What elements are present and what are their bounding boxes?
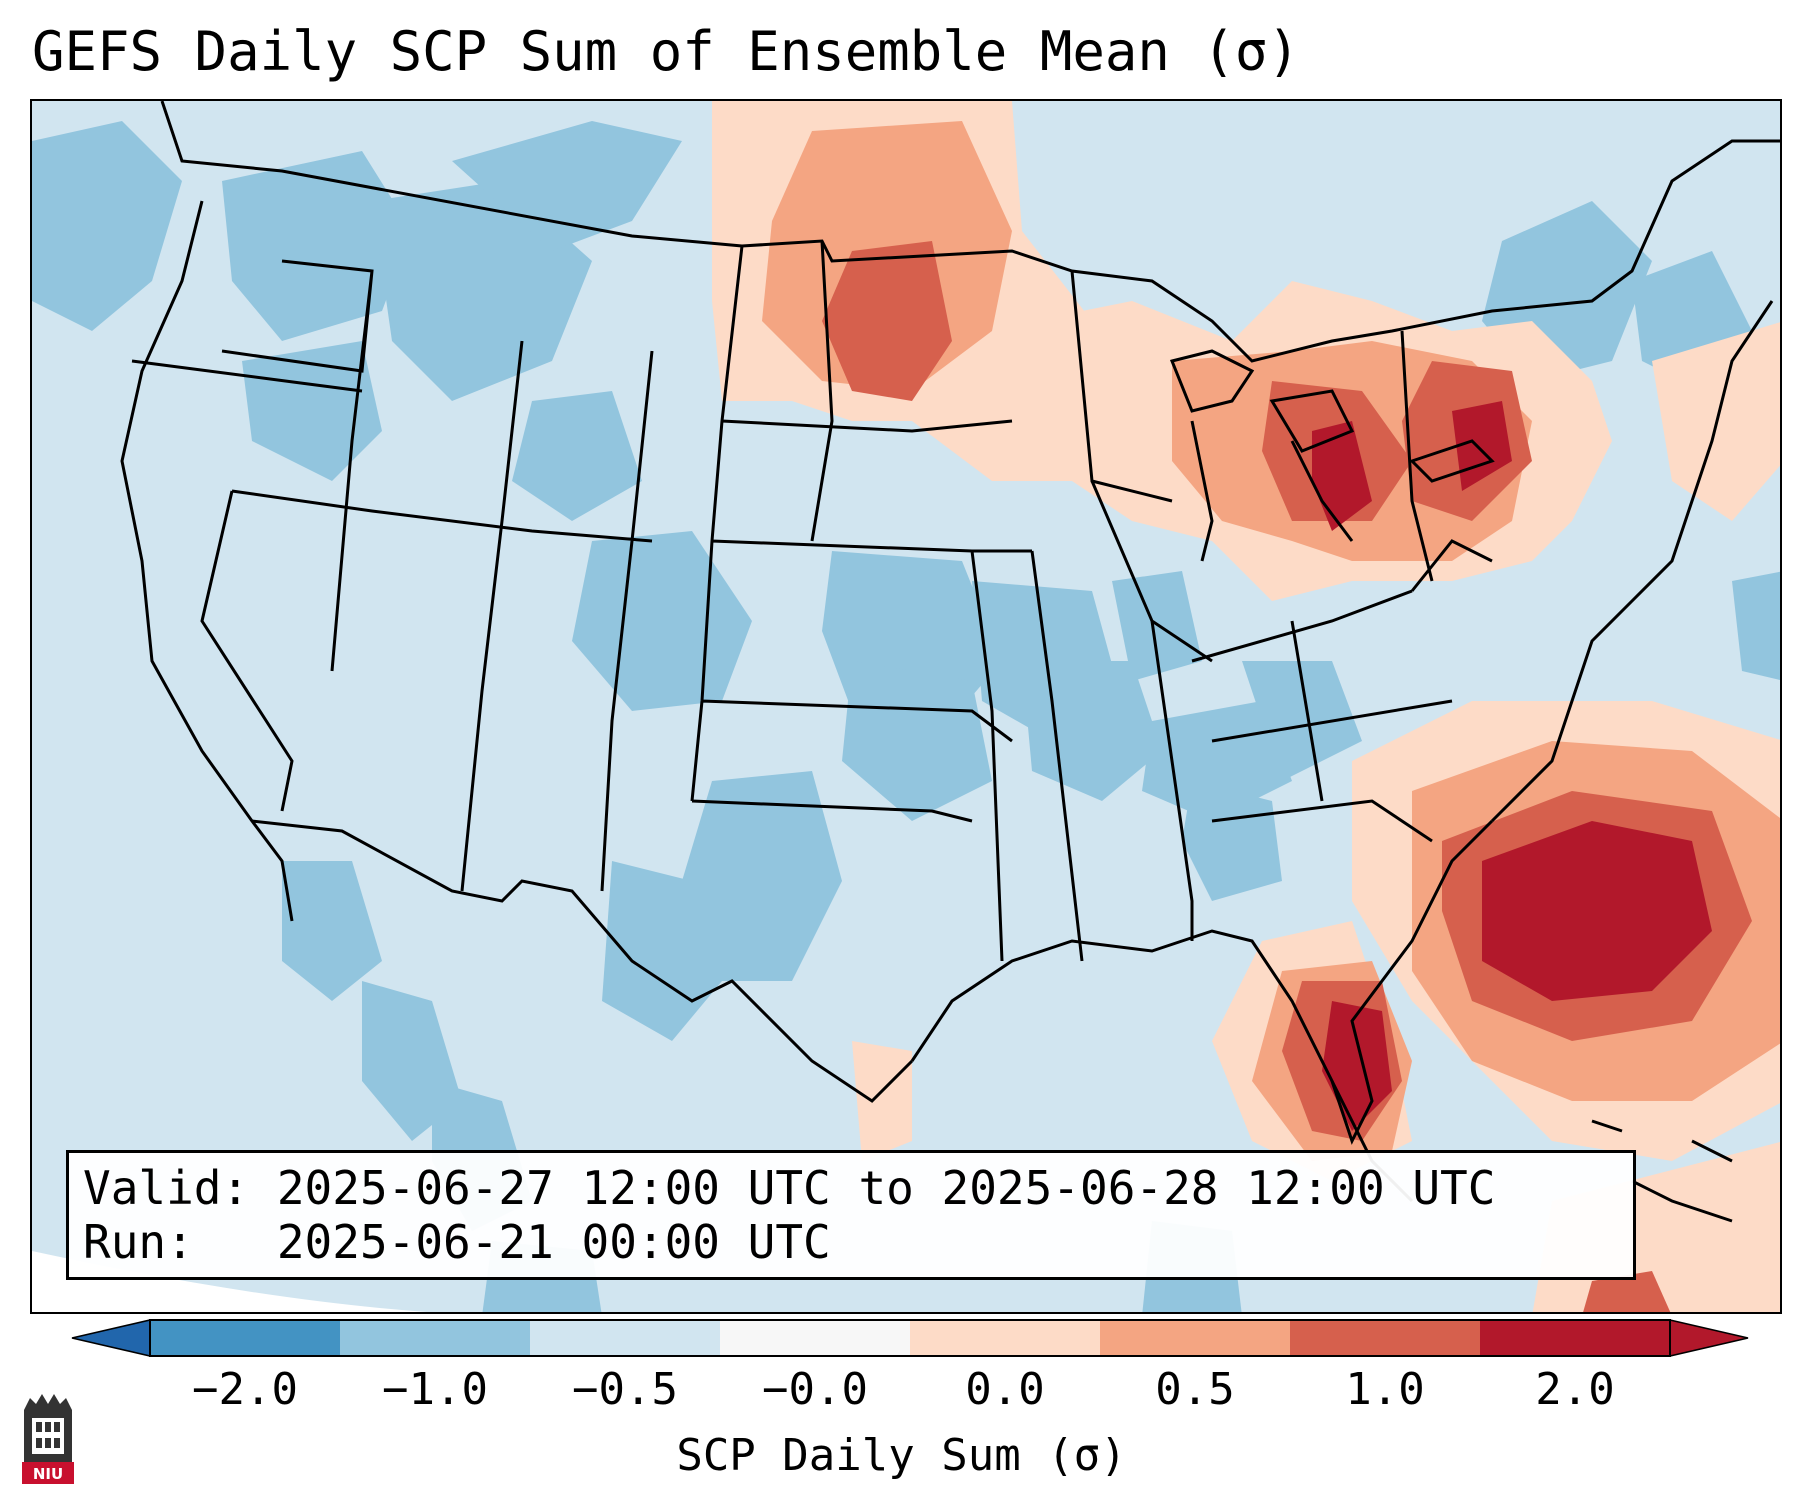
run-time-text: Run: 2025-06-21 00:00 UTC (83, 1215, 831, 1269)
map-title: GEFS Daily SCP Sum of Ensemble Mean (σ) (32, 20, 1300, 83)
colorbar-tick-label: 2.0 (1535, 1364, 1615, 1415)
colorbar-segment (910, 1320, 1100, 1356)
great-lakes (1169, 349, 1495, 562)
west-coast (120, 200, 294, 922)
map-panel (30, 99, 1782, 1314)
niu-logo-icon: NIU (22, 1394, 74, 1484)
colorbar-segment (1480, 1320, 1670, 1356)
colorbar-tick-label: −0.5 (572, 1364, 678, 1415)
colorbar (71, 1319, 1749, 1357)
colorbar-tick-label: 1.0 (1345, 1364, 1425, 1415)
colorbar-segment (150, 1320, 340, 1356)
colorbar-tick-label: −1.0 (382, 1364, 488, 1415)
colorbar-segment (530, 1320, 720, 1356)
gulf-coast (910, 819, 1494, 1145)
colorbar-extend-high (1669, 1319, 1749, 1357)
colorbar-segment (720, 1320, 910, 1356)
colorbar-extend-low (71, 1319, 151, 1357)
colorbar-tick-label: 0.0 (965, 1364, 1045, 1415)
colorbar-label: SCP Daily Sum (σ) (676, 1430, 1127, 1481)
niu-logo-text: NIU (33, 1465, 63, 1483)
colorbar-tick-label: 0.5 (1155, 1364, 1235, 1415)
valid-time-box: Valid: 2025-06-27 12:00 UTC to 2025-06-2… (66, 1150, 1636, 1280)
political-borders (120, 101, 1780, 1223)
colorbar-segment (340, 1320, 530, 1356)
colorbar-tick-label: −0.0 (762, 1364, 868, 1415)
state-lines-east (1030, 270, 1493, 962)
colorbar-tick-label: −2.0 (192, 1364, 298, 1415)
canada-us-border (160, 101, 1780, 363)
state-lines-central (690, 240, 1032, 962)
colorbar-segment (1290, 1320, 1480, 1356)
colorbar-segment (1100, 1320, 1290, 1356)
state-lines-west (131, 259, 654, 892)
scp-map (32, 101, 1780, 1312)
caribbean-islands (1591, 1119, 1733, 1223)
off-domain-area (32, 1251, 427, 1312)
east-coast (1490, 300, 1774, 823)
valid-time-text: Valid: 2025-06-27 12:00 UTC to 2025-06-2… (83, 1161, 1496, 1215)
colorbar-outline (149, 1319, 1671, 1357)
mexico-border (251, 819, 914, 1103)
negative-anomaly-areas (32, 121, 1780, 1312)
